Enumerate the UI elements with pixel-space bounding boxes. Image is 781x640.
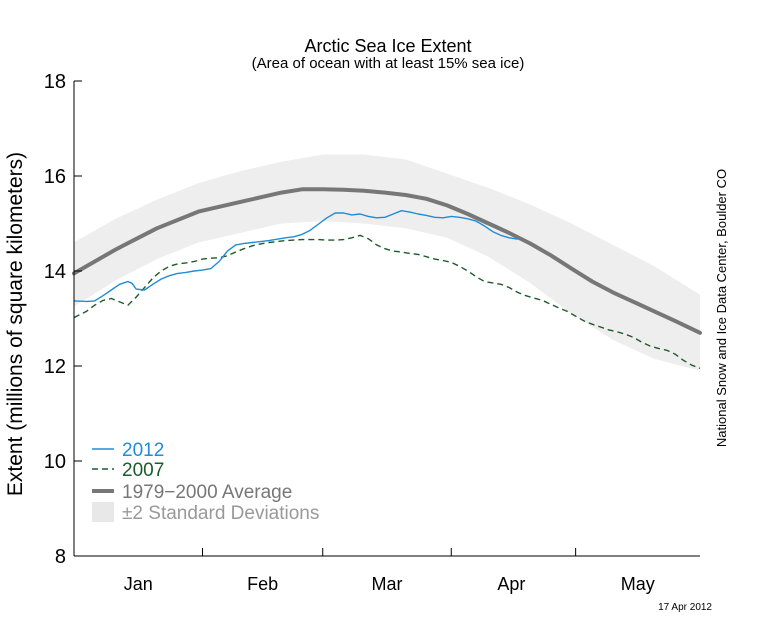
x-tick-label: Apr xyxy=(497,574,525,594)
chart-subtitle: (Area of ocean with at least 15% sea ice… xyxy=(252,55,525,72)
y-tick-label: 18 xyxy=(44,71,66,93)
chart-title: Arctic Sea Ice Extent xyxy=(304,36,471,56)
axes: 8 10 12 14 16 18 Jan Feb Mar Apr May xyxy=(44,71,700,594)
y-tick-label: 8 xyxy=(55,546,66,568)
legend-item: 2012 xyxy=(92,440,164,461)
credit-text: National Snow and Ice Data Center, Bould… xyxy=(714,169,729,447)
legend-item: 1979−2000 Average xyxy=(92,482,292,503)
legend-label: 2007 xyxy=(122,460,164,481)
y-tick-label: 16 xyxy=(44,166,66,188)
y-axis-label: Extent (millions of square kilometers) xyxy=(4,152,27,496)
legend-swatch xyxy=(92,502,114,522)
x-tick-label: May xyxy=(621,574,655,594)
y-tick-label: 14 xyxy=(44,261,66,283)
std-dev-band xyxy=(74,154,700,371)
legend-item: ±2 Standard Deviations xyxy=(92,502,319,524)
y-tick-label: 12 xyxy=(44,356,66,378)
plot-area xyxy=(72,154,702,371)
series-2012-line xyxy=(73,209,518,303)
x-tick-label: Feb xyxy=(247,574,278,594)
legend-label: 2012 xyxy=(122,440,164,461)
legend-label: ±2 Standard Deviations xyxy=(122,503,319,524)
x-tick-label: Mar xyxy=(372,574,403,594)
legend-item: 2007 xyxy=(92,460,164,481)
series-2007-line xyxy=(73,234,701,370)
date-stamp: 17 Apr 2012 xyxy=(658,602,712,613)
x-tick-label: Jan xyxy=(124,574,153,594)
legend-label: 1979−2000 Average xyxy=(122,482,292,503)
y-tick-label: 10 xyxy=(44,451,66,473)
average-line xyxy=(72,187,702,335)
